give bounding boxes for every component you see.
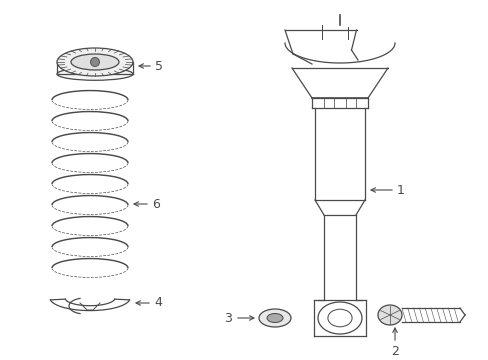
Text: 6: 6 [152,198,160,211]
Text: 3: 3 [224,311,231,324]
Ellipse shape [266,314,283,323]
Ellipse shape [57,48,133,76]
Text: 2: 2 [390,345,398,358]
Ellipse shape [377,305,401,325]
Ellipse shape [57,68,133,80]
Text: 5: 5 [155,59,163,72]
Ellipse shape [71,54,119,70]
Ellipse shape [259,309,290,327]
Text: 4: 4 [154,297,162,310]
Circle shape [90,58,99,67]
Text: 1: 1 [396,184,404,197]
